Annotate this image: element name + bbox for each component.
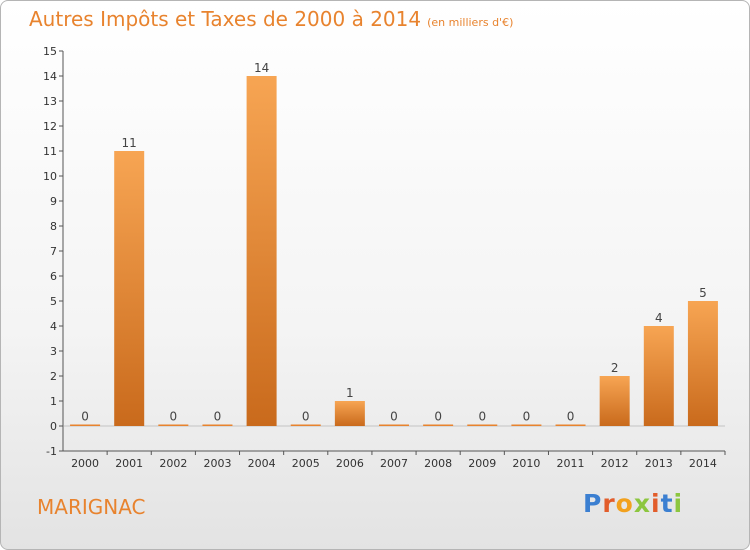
bar xyxy=(202,424,233,426)
data-label: 0 xyxy=(434,410,442,424)
x-tick-label: 2011 xyxy=(557,457,585,470)
y-tick-label: 4 xyxy=(50,320,57,333)
y-tick-label: 0 xyxy=(50,420,57,433)
bar xyxy=(70,424,101,426)
bar xyxy=(290,424,321,426)
logo-letter: x xyxy=(633,489,651,518)
logo-letter: t xyxy=(660,489,674,518)
y-tick-label: 2 xyxy=(50,370,57,383)
y-tick-label: 3 xyxy=(50,345,57,358)
y-tick-label: -1 xyxy=(46,445,57,458)
data-label: 0 xyxy=(214,410,222,424)
x-tick-label: 2012 xyxy=(601,457,629,470)
logo-letter: o xyxy=(615,489,634,518)
x-tick-label: 2008 xyxy=(424,457,452,470)
x-tick-label: 2004 xyxy=(248,457,276,470)
bar xyxy=(246,76,277,426)
bar xyxy=(643,326,674,426)
data-label: 2 xyxy=(611,361,619,375)
bar xyxy=(687,301,718,426)
y-tick-label: 10 xyxy=(43,170,57,183)
x-tick-label: 2005 xyxy=(292,457,320,470)
data-label: 5 xyxy=(699,286,707,300)
bar xyxy=(423,424,454,426)
data-label: 0 xyxy=(170,410,178,424)
bar xyxy=(334,401,365,426)
logo-letter: P xyxy=(583,489,603,518)
y-tick-label: 13 xyxy=(43,95,57,108)
data-label: 4 xyxy=(655,311,663,325)
y-tick-label: 6 xyxy=(50,270,57,283)
data-label: 0 xyxy=(81,410,89,424)
chart-title: Autres Impôts et Taxes de 2000 à 2014 (en… xyxy=(29,7,513,31)
x-tick-label: 2014 xyxy=(689,457,717,470)
data-label: 1 xyxy=(346,386,354,400)
bar xyxy=(599,376,630,426)
data-label: 0 xyxy=(478,410,486,424)
x-tick-label: 2007 xyxy=(380,457,408,470)
place-name: MARIGNAC xyxy=(37,495,146,519)
data-label: 0 xyxy=(390,410,398,424)
x-tick-label: 2003 xyxy=(203,457,231,470)
chart-title-text: Autres Impôts et Taxes de 2000 à 2014 xyxy=(29,7,422,31)
y-tick-label: 15 xyxy=(43,45,57,58)
y-tick-label: 7 xyxy=(50,245,57,258)
logo-letter: i xyxy=(651,489,661,518)
bar xyxy=(114,151,145,426)
y-tick-label: 9 xyxy=(50,195,57,208)
bar xyxy=(511,424,542,426)
bar xyxy=(379,424,409,426)
x-tick-label: 2009 xyxy=(468,457,496,470)
y-tick-label: 11 xyxy=(43,145,57,158)
data-label: 0 xyxy=(567,410,575,424)
x-tick-label: 2002 xyxy=(159,457,187,470)
x-tick-label: 2013 xyxy=(645,457,673,470)
x-tick-label: 2001 xyxy=(115,457,143,470)
logo-letter: i xyxy=(673,489,684,518)
data-label: 0 xyxy=(523,410,531,424)
bar xyxy=(158,424,189,426)
y-tick-label: 1 xyxy=(50,395,57,408)
y-tick-label: 5 xyxy=(50,295,57,308)
data-label: 14 xyxy=(254,61,269,75)
y-tick-label: 14 xyxy=(43,70,57,83)
x-tick-label: 2006 xyxy=(336,457,364,470)
y-tick-label: 12 xyxy=(43,120,57,133)
data-label: 0 xyxy=(302,410,310,424)
chart-unit: (en milliers d'€) xyxy=(427,16,514,29)
x-tick-label: 2000 xyxy=(71,457,99,470)
proxiti-logo: Proxiti xyxy=(583,489,683,518)
y-tick-label: 8 xyxy=(50,220,57,233)
bar xyxy=(467,424,498,426)
logo-letter: r xyxy=(602,489,616,518)
x-tick-label: 2010 xyxy=(512,457,540,470)
bar xyxy=(555,424,586,426)
data-label: 11 xyxy=(122,136,137,150)
